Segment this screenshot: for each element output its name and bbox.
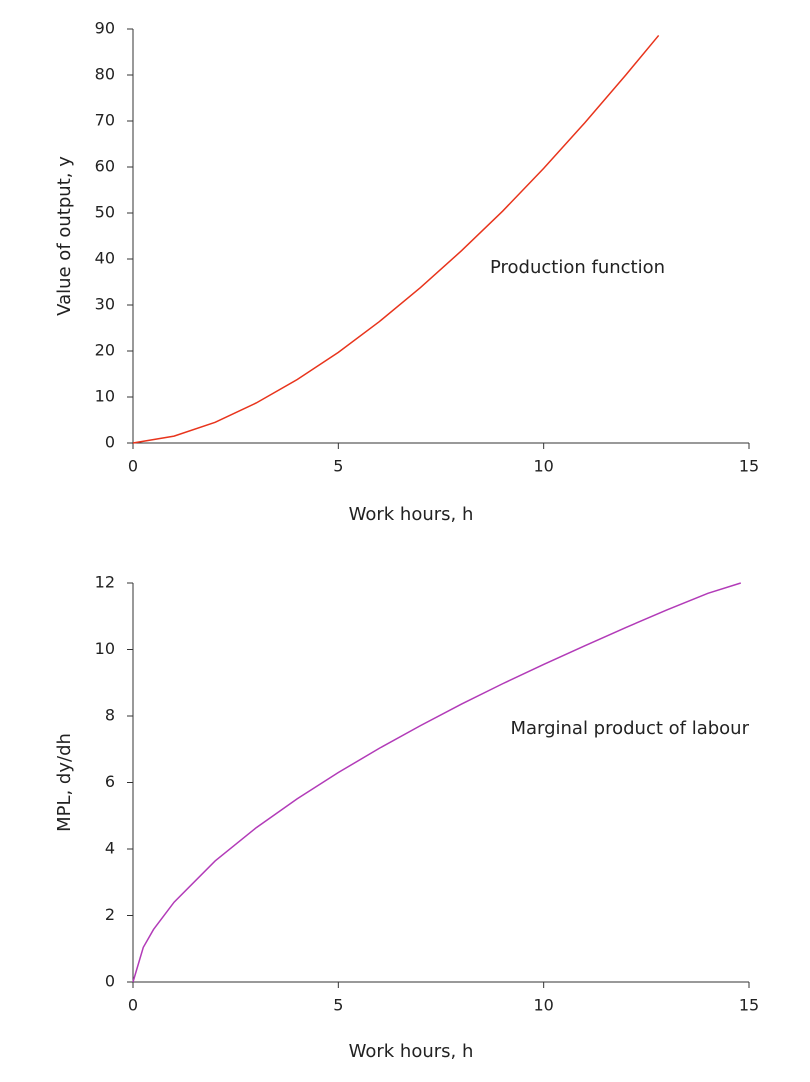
y-tick-label: 90 (95, 19, 115, 38)
y-tick-label: 12 (95, 573, 115, 592)
annotation: Marginal product of labour (510, 718, 749, 739)
y-tick-label: 0 (105, 972, 115, 991)
y-tick-label: 20 (95, 341, 115, 360)
y-tick-label: 2 (105, 905, 115, 924)
y-tick-label: 0 (105, 433, 115, 452)
y-axis-title: MPL, dy/dh (54, 733, 75, 832)
line (132, 34, 660, 444)
y-tick-label: 50 (95, 203, 115, 222)
x-axis-title: Work hours, h (349, 504, 474, 525)
x-tick-label: 5 (333, 457, 343, 476)
y-tick-label: 8 (105, 706, 115, 725)
x-tick-label: 10 (533, 996, 553, 1015)
y-tick-label: 60 (95, 157, 115, 176)
y-tick-label: 10 (95, 639, 115, 658)
x-tick-label: 0 (128, 996, 138, 1015)
y-tick-label: 70 (95, 111, 115, 130)
x-tick-label: 0 (128, 457, 138, 476)
y-tick-label: 10 (95, 387, 115, 406)
line (132, 582, 742, 983)
x-tick-label: 15 (739, 996, 759, 1015)
x-tick-label: 15 (739, 457, 759, 476)
x-tick-label: 10 (533, 457, 553, 476)
x-tick-label: 5 (333, 996, 343, 1015)
annotation: Production function (490, 257, 665, 278)
y-tick-label: 4 (105, 839, 115, 858)
y-tick-label: 40 (95, 249, 115, 268)
y-tick-label: 30 (95, 295, 115, 314)
y-tick-label: 80 (95, 65, 115, 84)
x-axis-title: Work hours, h (349, 1041, 474, 1062)
y-tick-label: 6 (105, 772, 115, 791)
y-axis-title: Value of output, y (54, 156, 75, 316)
